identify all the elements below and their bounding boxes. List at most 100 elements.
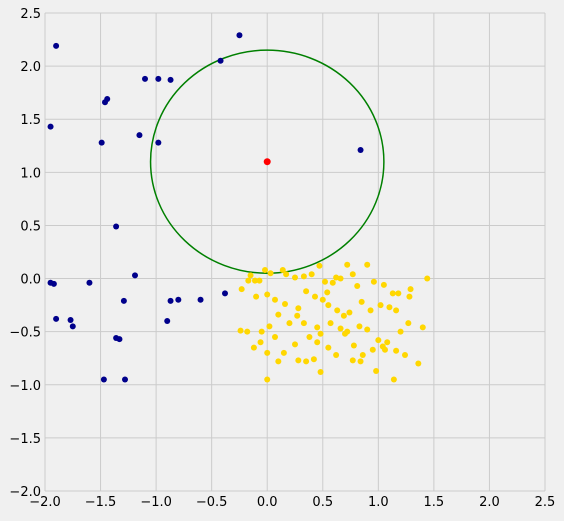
x-tick-label: −2.0 xyxy=(29,495,61,510)
scatter-point xyxy=(393,307,400,314)
scatter-point xyxy=(282,301,288,308)
scatter-point xyxy=(324,289,331,296)
scatter-point xyxy=(369,346,376,353)
scatter-point xyxy=(120,297,127,304)
scatter-point xyxy=(292,341,298,348)
scatter-point xyxy=(275,311,282,318)
scatter-point xyxy=(283,271,290,278)
scatter-point xyxy=(419,324,426,331)
scatter-point xyxy=(303,358,310,365)
scatter-point xyxy=(258,328,265,335)
scatter-point xyxy=(314,339,321,346)
scatter-point xyxy=(67,316,74,323)
scatter-point xyxy=(402,352,408,359)
scatter-point xyxy=(295,305,302,312)
scatter-point xyxy=(155,139,162,146)
plot-background xyxy=(45,13,545,491)
scatter-point xyxy=(325,302,332,309)
scatter-point xyxy=(252,277,258,284)
scatter-point xyxy=(317,369,324,376)
scatter-point xyxy=(300,320,307,327)
scatter-point xyxy=(308,271,315,278)
scatter-point xyxy=(142,75,148,82)
x-axis-ticks: −2.0 −1.5 −1.0 −0.5 0.0 0.5 1.0 1.5 2.0 2.5 xyxy=(29,495,555,510)
scatter-point xyxy=(310,356,317,363)
y-tick-label: −2.0 xyxy=(9,485,41,500)
scatter-point xyxy=(217,57,224,64)
scatter-point xyxy=(238,286,245,293)
scatter-point xyxy=(406,293,413,300)
scatter-point xyxy=(346,309,353,316)
x-tick-label: 0.0 xyxy=(257,495,278,510)
scatter-point xyxy=(306,333,313,340)
y-tick-label: 2.5 xyxy=(20,7,41,22)
scatter-point xyxy=(237,327,244,334)
scatter-point xyxy=(267,270,274,277)
x-tick-label: 1.5 xyxy=(424,495,445,510)
scatter-point xyxy=(244,328,251,335)
scatter-point xyxy=(356,323,363,330)
scatter-point xyxy=(250,344,257,351)
scatter-point xyxy=(286,320,293,327)
scatter-point xyxy=(247,272,254,279)
scatter-point xyxy=(349,357,356,364)
x-tick-label: 2.0 xyxy=(479,495,500,510)
scatter-point xyxy=(69,323,76,330)
scatter-point xyxy=(102,99,108,106)
scatter-point xyxy=(253,293,260,300)
scatter-point xyxy=(295,357,302,364)
scatter-point xyxy=(53,315,60,322)
scatter-point xyxy=(364,326,371,333)
scatter-point xyxy=(358,298,365,305)
scatter-point xyxy=(312,293,318,300)
scatter-point xyxy=(322,278,328,285)
x-tick-label: 2.5 xyxy=(535,495,556,510)
scatter-point xyxy=(47,123,54,130)
scatter-point xyxy=(342,330,348,337)
scatter-point xyxy=(373,367,380,374)
scatter-point xyxy=(272,333,278,340)
scatter-point xyxy=(275,358,282,365)
scatter-point xyxy=(257,339,264,346)
scatter-point xyxy=(337,275,344,282)
scatter-point xyxy=(329,279,336,286)
scatter-point xyxy=(245,277,252,284)
scatter-point xyxy=(349,271,356,278)
x-tick-label: 0.5 xyxy=(312,495,333,510)
y-tick-label: 1.5 xyxy=(20,113,41,128)
scatter-point xyxy=(379,343,386,350)
scatter-point xyxy=(390,376,397,383)
scatter-point xyxy=(364,261,371,268)
grid-lines xyxy=(44,12,546,492)
scatter-point xyxy=(100,376,107,383)
scatter-point xyxy=(340,312,347,319)
scatter-point xyxy=(132,272,138,279)
y-axis-ticks: −2.0 −1.5 −1.0 −0.5 0.0 0.5 1.0 1.5 2.0 2.5 xyxy=(9,7,41,500)
scatter-point xyxy=(333,352,340,359)
scatter-point xyxy=(197,296,204,303)
scatter-point xyxy=(393,347,400,354)
scatter-point xyxy=(319,296,326,303)
scatter-point xyxy=(405,320,412,327)
scatter-point xyxy=(344,261,351,268)
scatter-point xyxy=(136,132,143,139)
scatter-point xyxy=(354,282,361,289)
scatter-point xyxy=(262,267,268,274)
y-tick-label: 2.0 xyxy=(20,60,41,75)
scatter-point xyxy=(122,376,128,383)
circle-boundary xyxy=(149,49,385,274)
scatter-point xyxy=(222,290,228,297)
scatter-point xyxy=(116,336,123,343)
scatter-point xyxy=(375,337,382,344)
scatter-point xyxy=(316,262,323,269)
scatter-point xyxy=(303,288,310,295)
scatter-point xyxy=(386,304,393,311)
y-tick-label: 1.0 xyxy=(20,166,41,181)
scatter-point xyxy=(256,277,263,284)
y-tick-label: 0.0 xyxy=(20,273,41,288)
scatter-point xyxy=(397,328,404,335)
scatter-point xyxy=(167,297,174,304)
scatter-point xyxy=(155,75,162,82)
scatter-point xyxy=(334,307,341,314)
